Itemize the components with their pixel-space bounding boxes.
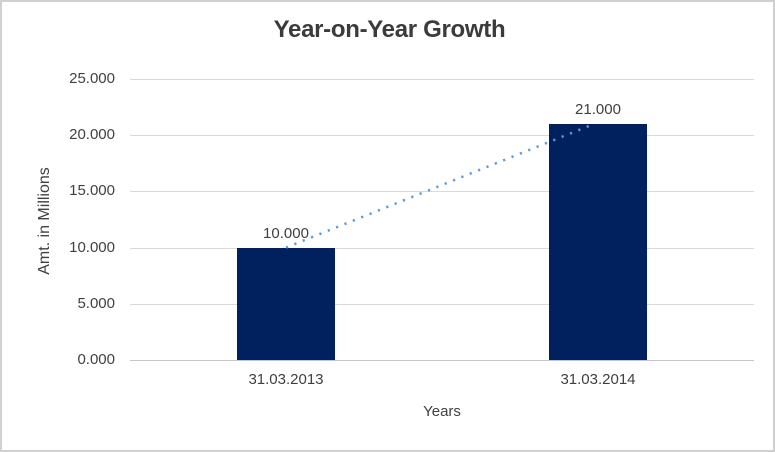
gridline	[130, 191, 754, 193]
y-tick-label: 5.000	[77, 294, 115, 312]
gridline	[130, 135, 754, 137]
y-tick-label: 20.000	[69, 126, 115, 144]
y-tick-label: 25.000	[69, 70, 115, 87]
gridline	[130, 79, 754, 80]
data-label: 21.000	[575, 100, 621, 118]
gridline	[130, 247, 754, 249]
y-tick-label: 10.000	[69, 238, 115, 256]
bar-31.03.2014	[549, 123, 647, 360]
trend-line	[285, 122, 595, 249]
bar-31.03.2013	[237, 247, 335, 360]
x-tick-label: 31.03.2014	[560, 371, 636, 388]
y-tick-label: 0.000	[77, 351, 115, 368]
y-axis-title: Amt. in Millions	[36, 167, 53, 275]
chart-title: Year-on-Year Growth	[273, 16, 506, 43]
x-tick-label: 31.03.2013	[248, 371, 324, 388]
plot-area	[130, 79, 754, 361]
y-tick-label: 15.000	[69, 182, 115, 200]
data-label: 10.000	[263, 224, 309, 242]
gridline	[130, 303, 754, 305]
x-axis-title: Years	[423, 403, 461, 420]
gridline	[130, 360, 754, 361]
